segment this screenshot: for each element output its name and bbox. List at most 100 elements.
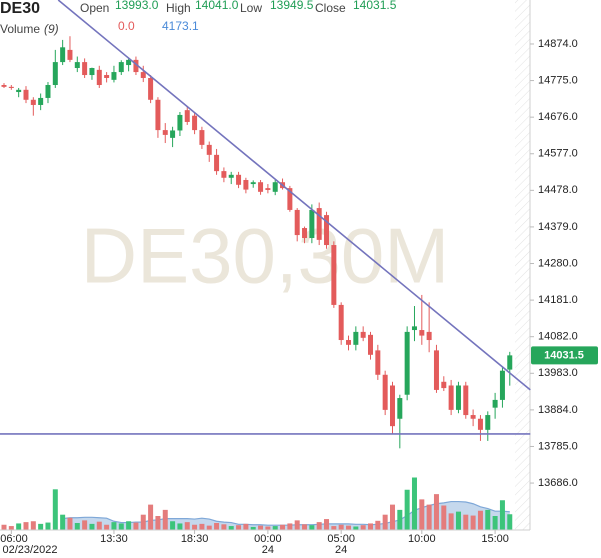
- volume-bar: [45, 522, 51, 530]
- volume-bar: [272, 526, 278, 530]
- candle-body: [228, 174, 234, 178]
- y-tick-label: 14874.0: [538, 38, 578, 50]
- low-label: Low: [240, 1, 262, 15]
- candle-body: [463, 385, 469, 416]
- volume-bar: [346, 525, 352, 530]
- candle-body: [126, 59, 132, 66]
- volume-bar: [96, 521, 102, 530]
- candle-body: [368, 334, 373, 355]
- volume-bar: [309, 525, 315, 530]
- candle-body: [82, 62, 88, 76]
- close-value: 14031.5: [353, 0, 397, 12]
- last-price-label: 14031.5: [544, 349, 584, 361]
- candle-body: [331, 245, 337, 305]
- future-area: [515, 0, 530, 530]
- volume-bar: [507, 514, 513, 530]
- candle-body: [324, 215, 330, 246]
- volume-bar: [280, 524, 286, 530]
- y-tick-label: 14577.0: [538, 148, 578, 160]
- candle-body: [360, 331, 366, 338]
- volume-bar: [30, 521, 36, 530]
- volume-bar: [419, 499, 425, 530]
- high-label: High: [166, 1, 191, 15]
- volume-bar: [368, 523, 373, 530]
- candle-body: [236, 174, 242, 185]
- x-tick-label: 00:00: [254, 533, 282, 545]
- candle-body: [507, 355, 513, 370]
- y-tick-label: 14379.0: [538, 221, 578, 233]
- volume-value: 0.0: [118, 19, 135, 33]
- volume-bar: [126, 521, 132, 530]
- candle-body: [470, 415, 476, 419]
- volume-bar: [236, 525, 242, 530]
- y-tick-label: 13785.0: [538, 440, 578, 452]
- volume-bar: [492, 516, 498, 530]
- volume-bar: [477, 510, 483, 530]
- x-tick-label: 10:00: [408, 533, 436, 545]
- close-label: Close: [315, 1, 346, 15]
- candle-body: [140, 72, 146, 78]
- volume-bar: [324, 519, 330, 530]
- candle-body: [8, 86, 14, 88]
- volume-bar: [184, 522, 190, 530]
- volume-ma-value: 4173.1: [162, 19, 199, 33]
- volume-bar: [67, 517, 73, 530]
- high-value: 14041.0: [195, 0, 239, 12]
- open-value: 13993.0: [115, 0, 159, 12]
- candle-body: [477, 418, 483, 430]
- trendline: [57, 0, 531, 391]
- x-date-label: 02/23/2022: [2, 544, 57, 556]
- candle-body: [272, 182, 278, 192]
- y-tick-label: 14181.0: [538, 294, 578, 306]
- candle-body: [192, 115, 198, 131]
- volume-bar: [287, 523, 293, 530]
- candle-body: [214, 154, 220, 172]
- volume-bar: [411, 477, 417, 530]
- volume-bar: [316, 522, 322, 530]
- candle-body: [206, 144, 212, 155]
- candle-body: [45, 85, 51, 98]
- candle-body: [243, 179, 249, 190]
- candle-body: [89, 68, 95, 76]
- candle-body: [23, 89, 29, 100]
- volume-bar: [302, 524, 308, 530]
- x-tick-label: 05:00: [327, 533, 355, 545]
- volume-bar: [111, 522, 117, 530]
- volume-bar: [192, 524, 198, 530]
- candle-body: [199, 130, 205, 145]
- volume-bar: [463, 514, 469, 530]
- candle-body: [433, 350, 439, 390]
- volume-bar: [470, 515, 476, 530]
- candle-body: [148, 77, 154, 100]
- volume-bar: [433, 494, 439, 530]
- y-tick-label: 14775.0: [538, 74, 578, 86]
- volume-bar: [397, 509, 403, 530]
- candle-body: [162, 130, 168, 135]
- candle-body: [287, 188, 293, 210]
- open-label: Open: [80, 1, 109, 15]
- candle-body: [38, 97, 44, 105]
- volume-bar: [404, 489, 410, 530]
- volume-bar: [258, 525, 264, 530]
- volume-bar: [162, 509, 168, 530]
- last-price-tag: [531, 346, 598, 365]
- volume-bar: [338, 524, 344, 530]
- x-tick-label: 06:00: [0, 533, 28, 545]
- volume-bar: [441, 505, 447, 530]
- volume-bar: [1, 524, 7, 530]
- volume-bar: [455, 511, 461, 530]
- candle-body: [499, 370, 505, 400]
- x-tick-label: 13:30: [100, 533, 128, 545]
- volume-bar: [221, 524, 227, 530]
- volume-bar: [170, 521, 176, 530]
- volume-bar: [74, 523, 80, 530]
- candle-body: [155, 99, 161, 131]
- candle-body: [52, 62, 58, 86]
- x-date-label: 24: [262, 544, 274, 556]
- x-tick-label: 18:30: [181, 533, 209, 545]
- candle-body: [294, 209, 300, 236]
- volume-bar: [448, 513, 454, 530]
- candle-body: [30, 99, 36, 105]
- volume-bar: [8, 526, 14, 530]
- volume-period: (9): [44, 22, 59, 36]
